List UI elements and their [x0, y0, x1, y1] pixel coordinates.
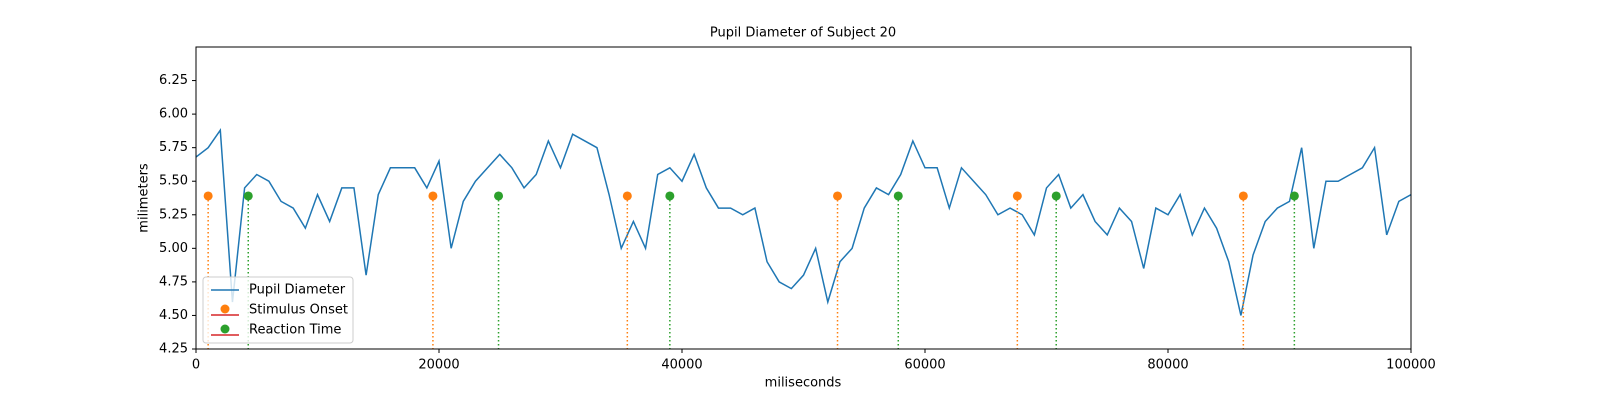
- stem-marker: [1012, 191, 1022, 201]
- stem-marker: [665, 191, 675, 201]
- stem-marker: [833, 191, 843, 201]
- x-tick-label: 80000: [1147, 358, 1188, 373]
- x-tick-label: 60000: [904, 358, 945, 373]
- y-tick-label: 5.50: [159, 174, 188, 189]
- stem-marker: [622, 191, 632, 201]
- data-line: [196, 128, 1411, 316]
- stem-marker: [243, 191, 253, 201]
- y-tick-label: 5.25: [159, 207, 188, 222]
- x-tick-label: 100000: [1386, 358, 1436, 373]
- chart-title: Pupil Diameter of Subject 20: [710, 26, 896, 41]
- stem-marker: [893, 191, 903, 201]
- stem-marker: [203, 191, 213, 201]
- stem-marker: [1238, 191, 1248, 201]
- x-tick-label: 20000: [418, 358, 459, 373]
- legend-box: [202, 276, 354, 344]
- y-tick-label: 4.50: [159, 308, 188, 323]
- plot-area: [196, 128, 1411, 349]
- stem-marker: [1051, 191, 1061, 201]
- y-tick-label: 6.25: [159, 73, 188, 88]
- legend-swatch: [220, 304, 230, 314]
- y-tick-label: 6.00: [159, 107, 188, 122]
- stem-marker: [494, 191, 504, 201]
- axes-frame: [195, 46, 1412, 350]
- legend-label: Reaction Time: [249, 323, 341, 338]
- y-tick-label: 4.75: [159, 274, 188, 289]
- y-tick-label: 5.75: [159, 140, 188, 155]
- x-tick-label: 0: [192, 358, 200, 373]
- y-tick-label: 4.25: [159, 342, 188, 357]
- stem-marker: [1289, 191, 1299, 201]
- stem-marker: [428, 191, 438, 201]
- legend-swatch: [220, 324, 230, 334]
- y-axis-label: milimeters: [137, 163, 152, 233]
- legend-label: Pupil Diameter: [249, 283, 346, 298]
- y-tick-label: 5.00: [159, 241, 188, 256]
- x-axis-label: miliseconds: [765, 376, 842, 391]
- x-tick-label: 40000: [661, 358, 702, 373]
- legend-label: Stimulus Onset: [249, 303, 348, 318]
